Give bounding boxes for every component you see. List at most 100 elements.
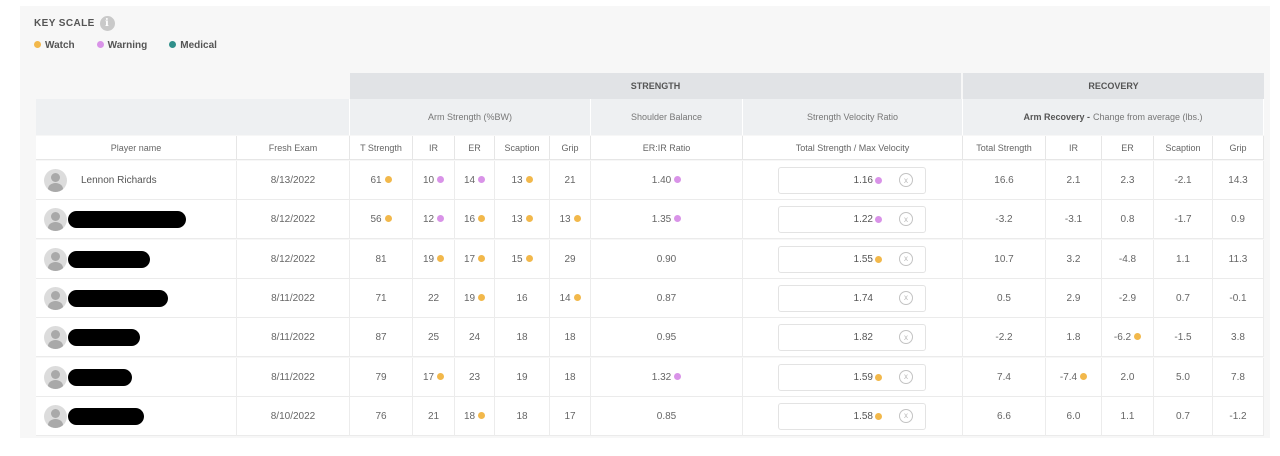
column-header-total-strength-max-velocity[interactable]: Total Strength / Max Velocity [743, 136, 963, 160]
table-row[interactable]: 8/11/2022 79 17 23 19 18 1.32 1.59 x 7.4 -7.4 2.0 5.… [36, 357, 1264, 397]
t-strength-value: 71 [375, 292, 387, 304]
player-cell[interactable] [36, 278, 237, 318]
column-header-t-strength[interactable]: T Strength [350, 136, 413, 160]
clear-icon[interactable]: x [899, 251, 913, 266]
column-header-grip[interactable]: Grip [550, 136, 591, 160]
fresh-exam-value: 8/13/2022 [270, 175, 316, 186]
legend-warning: Warning [96, 40, 147, 51]
clear-icon[interactable]: x [899, 408, 913, 423]
fresh-exam-cell: 8/10/2022 [237, 396, 350, 436]
player-cell[interactable] [36, 357, 237, 397]
clear-icon[interactable]: x [899, 369, 913, 384]
svr-input[interactable]: 1.22 x [778, 206, 926, 234]
recovery-ir-cell: -7.4 [1046, 357, 1102, 397]
column-header-er[interactable]: ER [455, 136, 495, 160]
player-cell[interactable]: Lennon Richards [36, 161, 237, 200]
column-header-scaption[interactable]: Scaption [495, 136, 550, 160]
legend-watch: Watch [34, 40, 75, 51]
scaption-value: 18 [516, 410, 528, 422]
column-header-fresh-exam[interactable]: Fresh Exam [237, 136, 350, 160]
table-row[interactable]: 8/11/2022 71 22 19 16 14 0.87 1.74 x 0.5 2.9 -2.9 0.… [36, 278, 1264, 318]
shoulder-balance-subheader: Shoulder Balance [591, 99, 743, 135]
svr-input[interactable]: 1.58 x [778, 402, 926, 430]
watch-dot-icon [875, 373, 882, 381]
scaption-cell: 15 [495, 239, 550, 279]
table-row[interactable]: 8/11/2022 87 25 24 18 18 0.95 1.82 x -2.2 1.8 -6.2 -… [36, 318, 1264, 358]
er-cell: 14 [455, 161, 495, 200]
avatar [44, 404, 67, 428]
scaption-cell: 16 [495, 278, 550, 318]
column-header-player-name[interactable]: Player name [36, 136, 237, 160]
player-cell[interactable] [36, 318, 237, 358]
er-cell: 19 [455, 278, 495, 318]
recovery-grip-cell: 14.3 [1213, 161, 1264, 200]
scaption-cell: 19 [495, 357, 550, 397]
watch-dot-icon [437, 372, 445, 380]
watch-dot-icon [1080, 372, 1088, 380]
svr-input[interactable]: 1.59 x [778, 363, 926, 391]
column-header-ir[interactable]: IR [413, 136, 455, 160]
recovery-total-strength-cell: -2.2 [963, 318, 1046, 358]
avatar [44, 365, 67, 389]
clear-icon[interactable]: x [899, 330, 913, 345]
ir-cell: 17 [413, 357, 455, 397]
column-header-recovery-er[interactable]: ER [1102, 136, 1154, 160]
t-strength-value: 56 [370, 214, 382, 226]
svr-input[interactable]: 1.16 x [778, 167, 926, 194]
er-ir-ratio-cell: 1.32 [591, 357, 743, 397]
t-strength-value: 76 [375, 410, 387, 422]
player-name[interactable]: Lennon Richards [81, 175, 157, 186]
ir-cell: 22 [413, 278, 455, 318]
recovery-ir-cell: 3.2 [1046, 239, 1102, 279]
recovery-grip-value: 11.3 [1228, 253, 1248, 265]
er-ir-ratio-cell: 0.85 [591, 396, 743, 436]
scaption-cell: 18 [495, 318, 550, 358]
er-ir-ratio-cell: 0.87 [591, 278, 743, 318]
svr-input[interactable]: 1.74 x [778, 284, 926, 312]
t-strength-cell: 79 [350, 357, 413, 397]
column-header-recovery-total-strength[interactable]: Total Strength [963, 136, 1046, 160]
ir-value: 17 [422, 371, 435, 383]
player-cell[interactable] [36, 396, 237, 436]
player-cell[interactable] [36, 200, 237, 240]
svr-value: 1.82 [853, 332, 873, 344]
er-ir-ratio-cell: 1.40 [591, 161, 743, 200]
table-row[interactable]: 8/10/2022 76 21 18 18 17 0.85 1.58 x 6.6 6.0 1.1 0.7… [36, 396, 1264, 436]
clear-icon[interactable]: x [899, 173, 913, 187]
grip-cell: 13 [550, 200, 591, 240]
recovery-er-value: 1.1 [1120, 410, 1135, 422]
recovery-er-cell: 2.0 [1102, 357, 1154, 397]
watch-dot-icon [478, 293, 486, 301]
player-cell[interactable] [36, 239, 237, 279]
scaption-cell: 13 [495, 200, 550, 240]
info-icon[interactable]: i [99, 16, 115, 31]
svr-input[interactable]: 1.82 x [778, 324, 926, 352]
warning-dot-icon [96, 41, 104, 48]
clear-icon[interactable]: x [899, 212, 913, 227]
key-scale: KEY SCALE i [34, 16, 115, 31]
warning-dot-icon [674, 176, 682, 183]
table-row[interactable]: 8/12/2022 56 12 16 13 13 1.35 1.22 x -3.2 -3.1 0.8 -… [36, 200, 1264, 240]
legend-medical: Medical [169, 40, 217, 51]
column-header-recovery-ir[interactable]: IR [1046, 136, 1102, 160]
er-value: 24 [468, 332, 481, 344]
er-cell: 23 [455, 357, 495, 397]
svr-input[interactable]: 1.55 x [778, 245, 926, 273]
arm-strength-subheader: Arm Strength (%BW) [350, 99, 591, 135]
fresh-exam-value: 8/11/2022 [271, 371, 315, 383]
recovery-grip-value: 3.8 [1231, 332, 1245, 344]
ir-cell: 21 [413, 396, 455, 436]
clear-icon[interactable]: x [899, 290, 913, 305]
scaption-cell: 18 [495, 396, 550, 436]
column-header-recovery-scaption[interactable]: Scaption [1154, 136, 1213, 160]
ir-value: 12 [422, 214, 435, 226]
table-row[interactable]: Lennon Richards 8/13/2022 61 10 14 13 21 1.40 1.… [36, 161, 1264, 200]
svr-cell: 1.16 x [743, 161, 963, 200]
column-header-recovery-grip[interactable]: Grip [1213, 136, 1264, 160]
watch-dot-icon [437, 254, 445, 262]
er-ir-ratio-value: 1.35 [651, 214, 672, 226]
column-header-er-ir-ratio[interactable]: ER:IR Ratio [591, 136, 743, 160]
recovery-total-strength-value: 16.6 [994, 175, 1014, 186]
table-row[interactable]: 8/12/2022 81 19 17 15 29 0.90 1.55 x 10.7 3.2 -4.8 1… [36, 239, 1264, 279]
grip-value: 18 [564, 371, 576, 383]
